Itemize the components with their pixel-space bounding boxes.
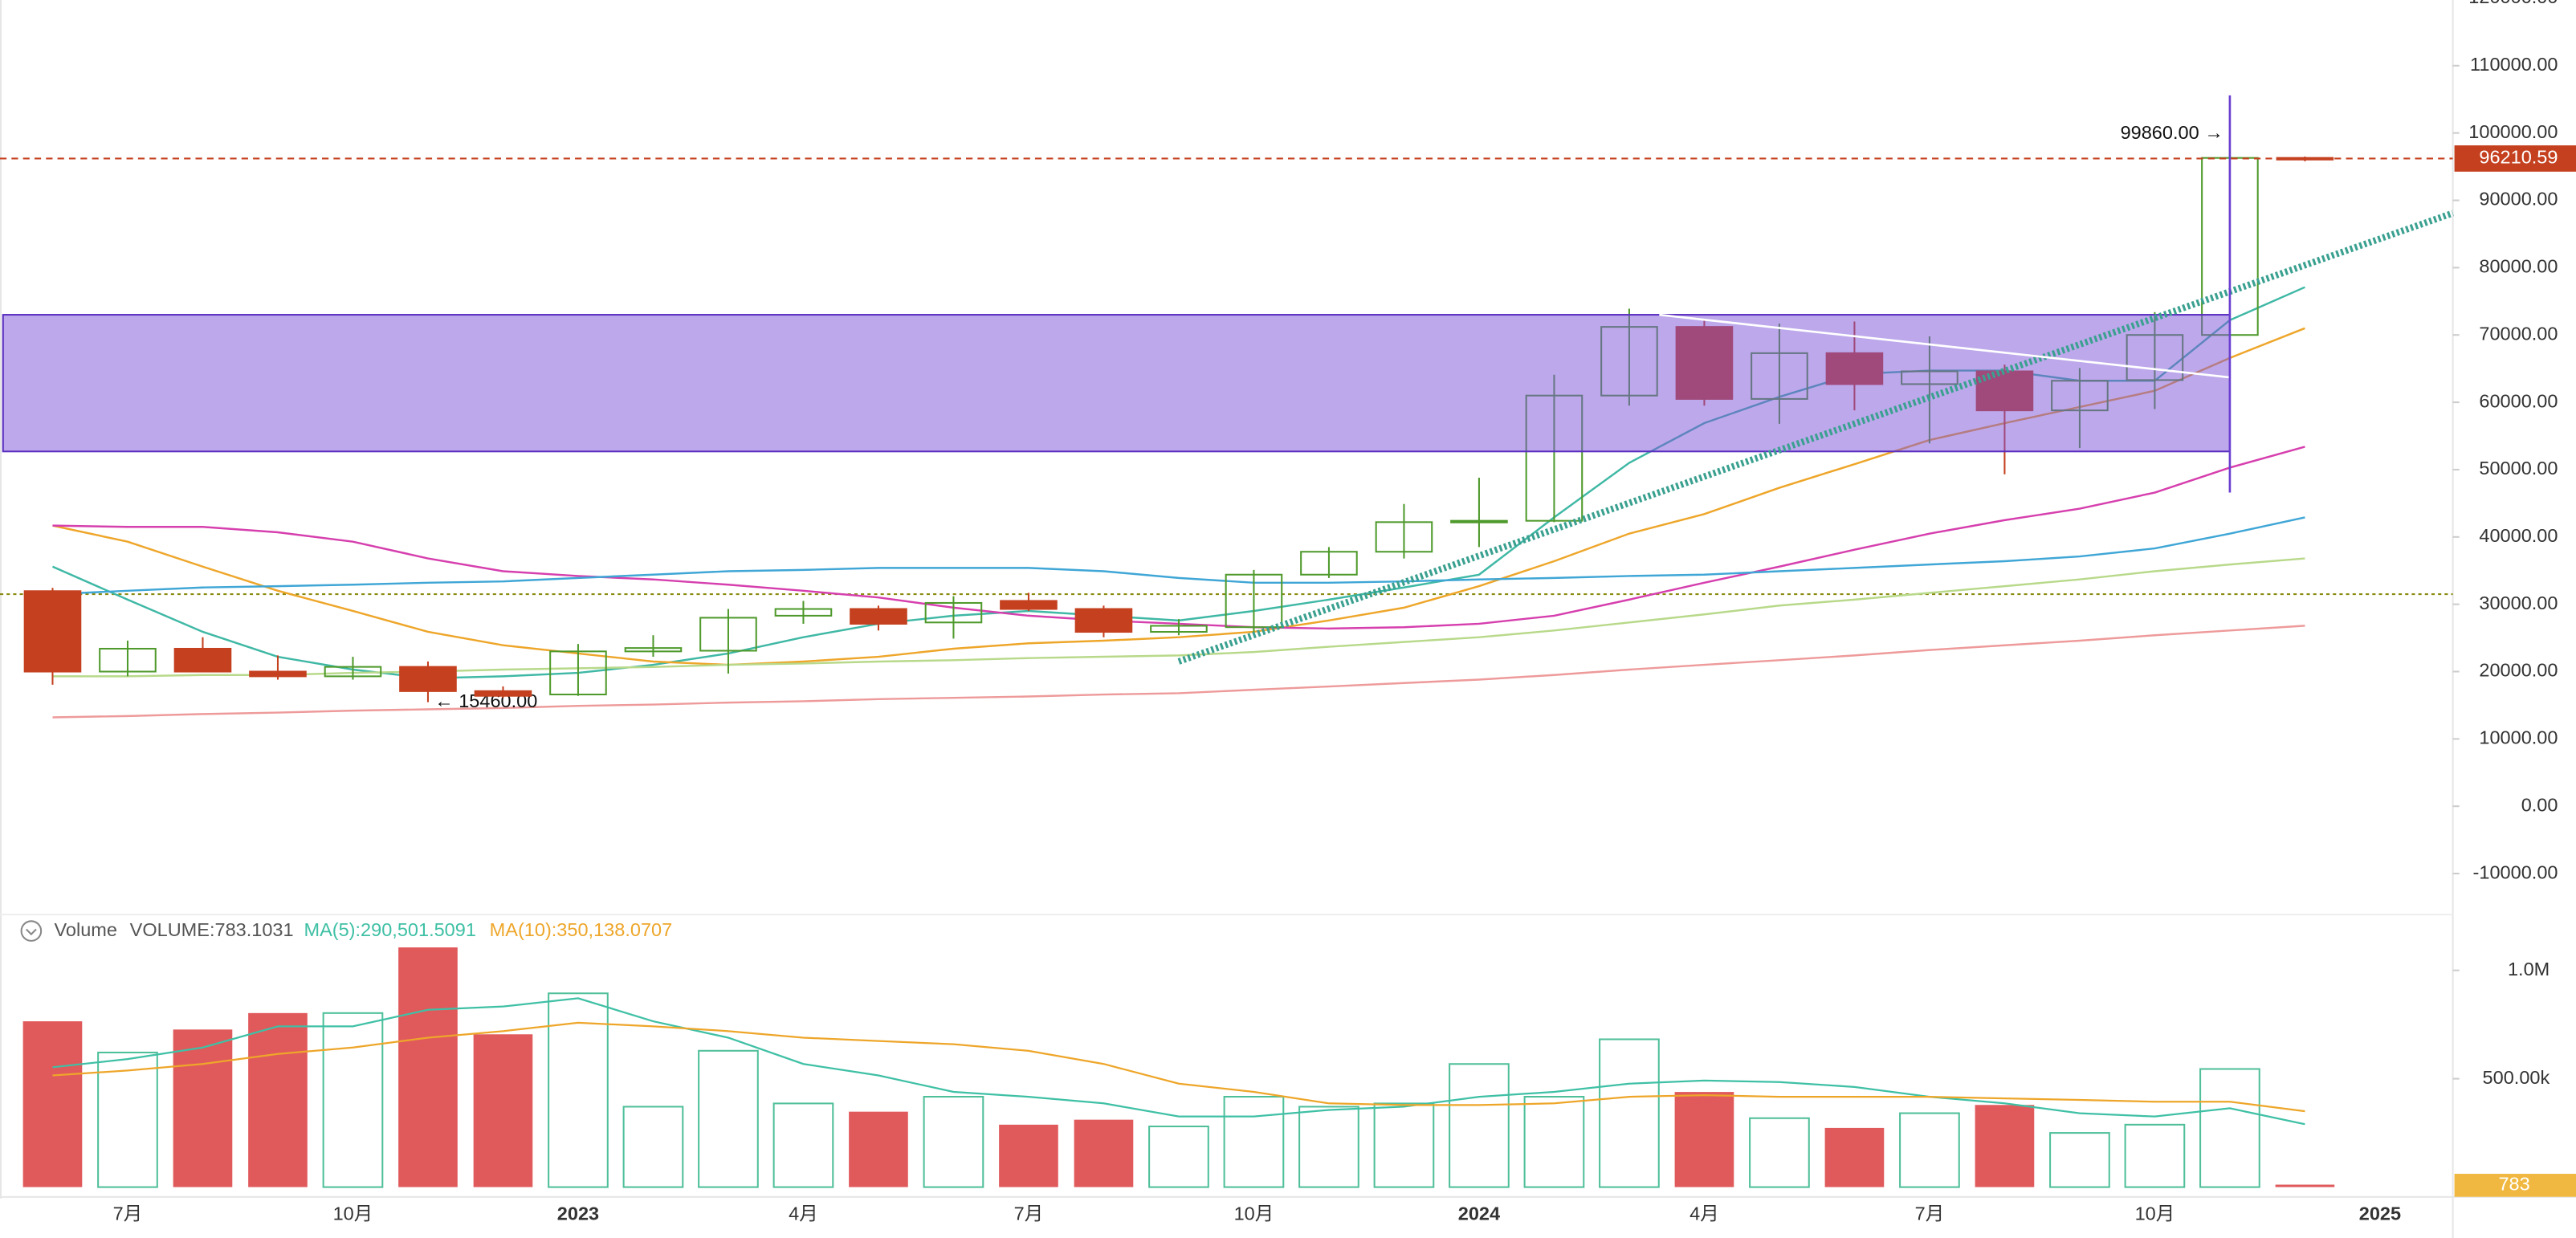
- x-tick-label: 2025: [2359, 1203, 2401, 1224]
- volume-bar: [2199, 1068, 2260, 1188]
- collapse-chevron: [26, 928, 37, 936]
- ma-line: [52, 516, 2305, 596]
- volume-bar: [1523, 1096, 1585, 1188]
- volume-bar: [1674, 1092, 1734, 1187]
- candle-body: [1450, 519, 1508, 523]
- candle-body: [1225, 573, 1283, 629]
- x-tick-label: 10月: [2135, 1203, 2175, 1224]
- volume-bar: [698, 1049, 759, 1188]
- volume-bar: [473, 1034, 533, 1187]
- volume-bar: [1148, 1125, 1209, 1188]
- volume-bar: [173, 1029, 233, 1187]
- y-tick-label: -10000.00: [2473, 861, 2558, 882]
- volume-bar: [849, 1111, 908, 1187]
- y-tick-label: 120000.00: [2468, 0, 2558, 7]
- high-label: 99860.00 →: [2121, 122, 2223, 143]
- candle-body: [1300, 551, 1358, 576]
- volume-bar: [999, 1124, 1058, 1187]
- volume-bar: [97, 1051, 158, 1188]
- x-tick-label: 4月: [1689, 1203, 1719, 1224]
- y-tick-label: 30000.00: [2479, 593, 2558, 613]
- ma-line: [52, 625, 2305, 719]
- x-tick-label: 10月: [333, 1203, 373, 1224]
- volume-bar: [22, 1021, 83, 1187]
- y-tick-label: 500.00k: [2483, 1067, 2550, 1088]
- candle-body: [624, 647, 683, 653]
- legend-entry: MA(5):290,501.5091: [304, 919, 475, 940]
- candle-body: [324, 666, 382, 678]
- candle-body: [850, 608, 907, 625]
- volume-bar: [322, 1012, 384, 1188]
- volume-bar: [1373, 1102, 1435, 1188]
- volume-tag-label: 783: [2498, 1174, 2529, 1195]
- trendline: [1659, 313, 2231, 379]
- volume-bar: [1298, 1106, 1359, 1188]
- y-tick-label: 10000.00: [2479, 727, 2558, 748]
- y-tick-label: 80000.00: [2479, 256, 2558, 277]
- candle-body: [549, 650, 607, 696]
- y-tick-label: 20000.00: [2479, 660, 2558, 681]
- candle-body: [249, 670, 307, 678]
- y-tick-label: 90000.00: [2479, 189, 2558, 210]
- y-tick-label: 110000.00: [2470, 54, 2558, 75]
- x-tick-label: 7月: [1915, 1203, 1945, 1224]
- candle-body: [699, 617, 757, 652]
- volume-tag: [2454, 1174, 2576, 1197]
- y-tick-label: 100000.00: [2468, 121, 2558, 142]
- candle-body: [173, 647, 232, 673]
- candle-body: [23, 590, 82, 673]
- candle-body: [474, 690, 532, 697]
- volume-value: VOLUME:783.1031: [130, 919, 294, 940]
- volume-bar: [1749, 1117, 1810, 1188]
- collapse-icon[interactable]: [20, 920, 43, 942]
- volume-bar: [1975, 1105, 2035, 1187]
- candle-body: [1000, 600, 1058, 610]
- volume-bar: [1824, 1127, 1885, 1187]
- x-tick-label: 10月: [1234, 1203, 1274, 1224]
- y-tick-label: 70000.00: [2479, 323, 2558, 344]
- legend-entry: MA(10):350,138.0707: [490, 919, 673, 940]
- volume-ma-line: [52, 1021, 2305, 1113]
- trendline: [1177, 210, 2454, 665]
- volume-bar: [1223, 1096, 1285, 1188]
- volume-bar: [2049, 1132, 2110, 1188]
- x-tick-label: 2023: [557, 1203, 599, 1224]
- volume-bar: [398, 947, 458, 1187]
- candle-body: [1150, 625, 1208, 633]
- volume-bar: [923, 1096, 984, 1188]
- volume-bar: [772, 1102, 834, 1188]
- volume-bar: [2275, 1184, 2335, 1187]
- y-tick-label: 40000.00: [2479, 525, 2558, 546]
- y-tick-label: 0.00: [2521, 794, 2558, 815]
- volume-bar: [622, 1106, 684, 1188]
- y-tick-label: 60000.00: [2479, 390, 2558, 411]
- last-price-label: 96210.59: [2479, 147, 2558, 168]
- candle-body: [99, 647, 157, 673]
- volume-bar: [2124, 1123, 2186, 1188]
- volume-title: Volume: [55, 919, 117, 940]
- candle-body: [399, 666, 457, 692]
- candle-body: [924, 601, 983, 624]
- candle-body: [1074, 608, 1133, 633]
- y-tick-label: 1.0M: [2508, 959, 2550, 979]
- volume-bar: [1449, 1063, 1510, 1188]
- volume-bar: [1899, 1112, 1960, 1188]
- x-tick-label: 4月: [789, 1203, 818, 1224]
- last-price-tag: [2454, 145, 2576, 172]
- candle-body: [774, 608, 833, 617]
- x-tick-label: 7月: [1014, 1203, 1044, 1224]
- zone: [2, 314, 2231, 453]
- x-tick-label: 2024: [1458, 1203, 1500, 1224]
- candle-body: [1375, 521, 1433, 553]
- y-tick-label: 50000.00: [2479, 458, 2558, 479]
- volume-bar: [1074, 1119, 1134, 1187]
- volume-bar: [1599, 1038, 1660, 1188]
- volume-bar: [248, 1012, 308, 1187]
- x-tick-label: 7月: [113, 1203, 143, 1224]
